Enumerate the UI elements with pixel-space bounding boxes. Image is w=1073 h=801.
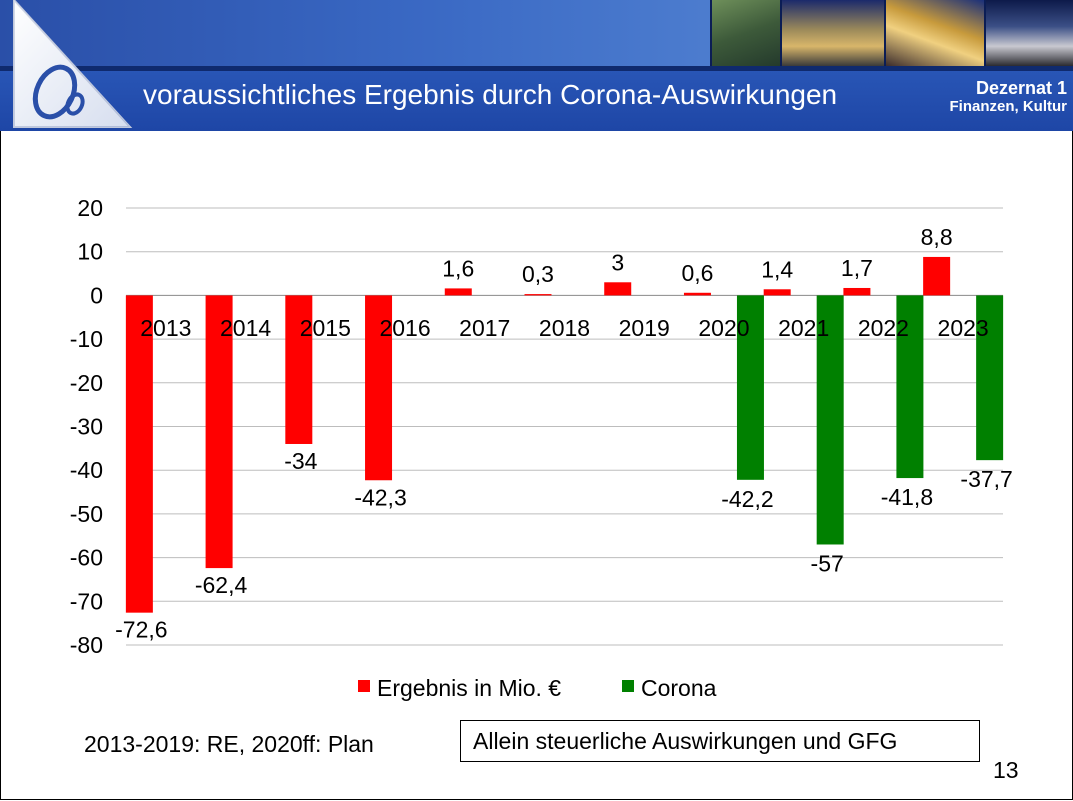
data-label-result-2023: 8,8 [921, 224, 953, 250]
bar-result-2019 [604, 282, 632, 296]
data-label-result-2018: 0,3 [522, 261, 554, 287]
y-tick-label: -20 [70, 370, 103, 396]
x-tick-label: 2014 [220, 315, 271, 341]
department-subtitle: Finanzen, Kultur [949, 98, 1068, 115]
bar-result-2018 [524, 294, 552, 296]
y-tick-label: 20 [77, 195, 103, 221]
data-label-result-2021: 1,4 [761, 256, 793, 282]
x-tick-label: 2021 [778, 315, 829, 341]
x-tick-label: 2017 [459, 315, 510, 341]
bar-result-2022 [843, 287, 871, 296]
legend-label-result: Ergebnis in Mio. € [377, 675, 561, 701]
legend-swatch-corona [622, 680, 634, 692]
data-label-corona-2023: -37,7 [960, 466, 1012, 492]
data-label-result-2016: -42,3 [354, 484, 406, 510]
y-tick-label: -30 [70, 414, 103, 440]
slide-header: voraussichtliches Ergebnis durch Corona-… [0, 0, 1073, 131]
bar-corona-2021 [816, 295, 844, 545]
bar-result-2023 [923, 256, 951, 296]
data-label-result-2019: 3 [611, 249, 624, 275]
x-tick-label: 2020 [698, 315, 749, 341]
source-note: 2013-2019: RE, 2020ff: Plan [84, 731, 374, 757]
data-label-result-2020: 0,6 [681, 260, 713, 286]
photo-building-2 [780, 0, 884, 66]
data-label-result-2017: 1,6 [442, 255, 474, 281]
data-label-result-2015: -34 [284, 448, 317, 474]
data-label-result-2014: -62,4 [195, 572, 248, 598]
x-tick-label: 2015 [300, 315, 351, 341]
bar-corona-2020 [736, 295, 764, 480]
x-tick-label: 2016 [379, 315, 430, 341]
data-label-corona-2021: -57 [811, 550, 844, 576]
y-tick-label: -70 [70, 588, 103, 614]
data-label-corona-2022: -41,8 [881, 484, 933, 510]
x-tick-label: 2023 [938, 315, 989, 341]
data-label-result-2013: -72,6 [115, 617, 167, 643]
photo-building-4 [984, 0, 1073, 66]
x-tick-label: 2022 [858, 315, 909, 341]
logo [0, 0, 135, 131]
x-tick-label: 2019 [619, 315, 670, 341]
bar-corona-2023 [976, 295, 1004, 461]
y-tick-label: -80 [70, 632, 103, 658]
bar-result-2016 [365, 295, 393, 481]
y-tick-label: 10 [77, 239, 103, 265]
bar-result-2017 [444, 288, 472, 296]
page-number: 13 [993, 757, 1019, 783]
bar-result-2021 [763, 289, 791, 296]
x-tick-label: 2018 [539, 315, 590, 341]
y-tick-label: -10 [70, 326, 103, 352]
x-tick-label: 2013 [140, 315, 191, 341]
y-tick-label: -40 [70, 457, 103, 483]
bar-result-2014 [205, 295, 233, 569]
photo-building-3 [884, 0, 984, 66]
photo-building-1 [710, 0, 780, 66]
slide-title: voraussichtliches Ergebnis durch Corona-… [143, 79, 838, 110]
department-label: Dezernat 1 Finanzen, Kultur [950, 78, 1068, 116]
y-tick-label: 0 [90, 282, 103, 308]
legend-label-corona: Corona [641, 675, 717, 701]
department-name: Dezernat 1 [975, 78, 1067, 98]
data-label-result-2022: 1,7 [841, 255, 873, 281]
bar-result-2020 [683, 292, 711, 296]
bar-corona-2022 [896, 295, 924, 479]
header-divider [0, 66, 1073, 71]
legend-swatch-result [358, 680, 370, 692]
remark-box: Allein steuerliche Auswirkungen und GFG [460, 720, 980, 762]
data-label-corona-2020: -42,2 [721, 486, 773, 512]
y-tick-label: -60 [70, 545, 103, 571]
y-tick-label: -50 [70, 501, 103, 527]
bar-result-2015 [285, 295, 313, 444]
bar-result-2013 [125, 295, 153, 613]
